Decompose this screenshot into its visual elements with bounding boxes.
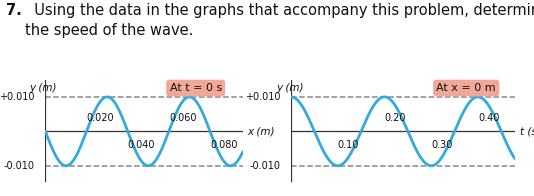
Text: y (m): y (m) <box>276 83 303 93</box>
Text: -0.010: -0.010 <box>250 161 281 171</box>
Text: At t = 0 s: At t = 0 s <box>169 83 222 93</box>
Text: 0.10: 0.10 <box>338 140 359 150</box>
Text: At x = 0 m: At x = 0 m <box>436 83 496 93</box>
Text: -0.010: -0.010 <box>3 161 34 171</box>
Text: Using the data in the graphs that accompany this problem, determine
the speed of: Using the data in the graphs that accomp… <box>25 3 534 38</box>
Text: +0.010: +0.010 <box>245 92 281 102</box>
Text: +0.010: +0.010 <box>0 92 34 102</box>
Text: x (m): x (m) <box>247 126 274 136</box>
Text: 0.40: 0.40 <box>478 113 499 123</box>
Text: 0.30: 0.30 <box>431 140 453 150</box>
Text: 0.040: 0.040 <box>128 140 155 150</box>
Text: 0.020: 0.020 <box>87 113 114 123</box>
Text: 7.: 7. <box>6 3 22 18</box>
Text: y (m): y (m) <box>29 83 57 93</box>
Text: 0.060: 0.060 <box>169 113 197 123</box>
Text: t (s): t (s) <box>520 126 534 136</box>
Text: 0.080: 0.080 <box>210 140 238 150</box>
Text: 0.20: 0.20 <box>384 113 406 123</box>
